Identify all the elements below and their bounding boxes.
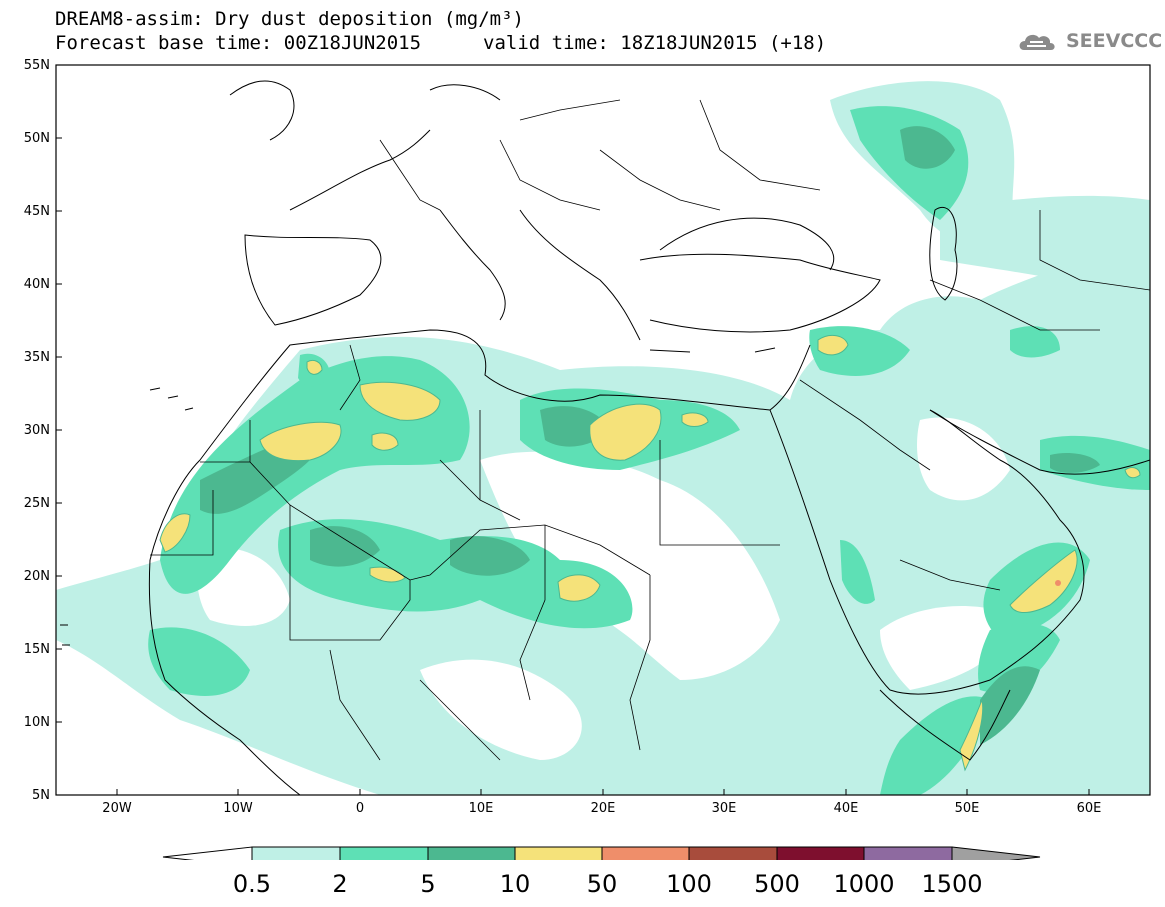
lon-label: 30E <box>711 801 737 816</box>
colorbar <box>162 846 1041 860</box>
colorbar-bin-2 <box>427 846 516 860</box>
colorbar-label: 1000 <box>833 870 895 898</box>
colorbar-bin-4 <box>601 846 690 860</box>
title-line-2: Forecast base time: 00Z18JUN2015 <box>55 32 422 54</box>
country-borders <box>150 99 1150 761</box>
coastlines <box>60 80 1150 795</box>
colorbar-label: 0.5 <box>232 870 272 898</box>
title-line-1: DREAM8-assim: Dry dust deposition (mg/m³… <box>55 8 524 30</box>
colorbar-label: 5 <box>420 870 436 898</box>
colorbar-bin-1 <box>339 846 429 860</box>
logo-text: SEEVCCC <box>1066 30 1163 52</box>
axis-ticks <box>56 64 1090 795</box>
lat-label: 20N <box>23 569 50 584</box>
contour-gap <box>56 417 1020 795</box>
lat-label: 30N <box>23 423 50 438</box>
colorbar-label: 10 <box>499 870 531 898</box>
lat-label: 55N <box>23 58 50 73</box>
colorbar-left-arrow <box>162 846 253 860</box>
lat-label: 10N <box>23 715 50 730</box>
valid-time: valid time: 18Z18JUN2015 (+18) <box>483 32 827 54</box>
colorbar-label: 50 <box>586 870 618 898</box>
colorbar-label: 2 <box>332 870 348 898</box>
colorbar-bin-6 <box>776 846 865 860</box>
lon-label: 20W <box>102 801 132 816</box>
lon-label: 50E <box>954 801 980 816</box>
lat-label: 35N <box>23 350 50 365</box>
lat-label: 25N <box>23 496 50 511</box>
colorbar-bin-0 <box>251 846 341 860</box>
colorbar-label: 100 <box>666 870 712 898</box>
colorbar-bin-3 <box>514 846 603 860</box>
colorbar-bin-7 <box>863 846 953 860</box>
lat-label: 45N <box>23 204 50 219</box>
dust-deposition-map <box>55 64 1151 860</box>
colorbar-right-arrow <box>951 846 1041 860</box>
lon-label: 40E <box>833 801 859 816</box>
lon-label: 60E <box>1076 801 1102 816</box>
cloud-logo-icon <box>1019 34 1055 50</box>
contour-50-spot <box>1055 580 1061 586</box>
lat-label: 50N <box>23 131 50 146</box>
lon-label: 10W <box>223 801 253 816</box>
lon-label: 10E <box>468 801 494 816</box>
lat-label: 15N <box>23 642 50 657</box>
lat-label: 40N <box>23 277 50 292</box>
lon-label: 0 <box>355 801 365 816</box>
contour-10 <box>159 334 1141 772</box>
lon-label: 20E <box>590 801 616 816</box>
colorbar-label: 500 <box>754 870 800 898</box>
colorbar-bin-5 <box>688 846 778 860</box>
colorbar-label: 1500 <box>921 870 983 898</box>
lat-label: 5N <box>32 788 50 803</box>
